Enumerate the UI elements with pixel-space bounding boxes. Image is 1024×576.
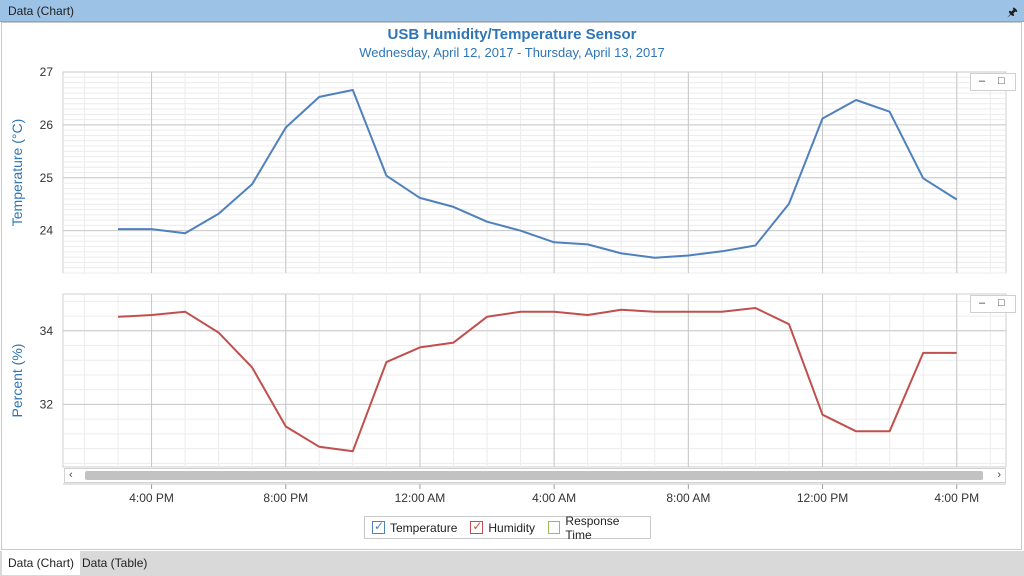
x-tick-label: 4:00 PM <box>129 491 174 505</box>
tab-data-chart[interactable]: Data (Chart) <box>2 551 81 575</box>
maximize-icon[interactable]: □ <box>998 75 1005 87</box>
scrollbar-thumb[interactable] <box>85 471 983 480</box>
checkbox-humidity[interactable]: ✓ <box>470 519 484 534</box>
series-line-humidity <box>117 307 957 453</box>
legend-item-humidity[interactable]: ✓ Humidity <box>470 519 536 535</box>
pin-icon[interactable]: 🖈 <box>1006 5 1018 19</box>
chart-svg: USB Humidity/Temperature Sensor Wednesday… <box>9 26 1007 505</box>
y-tick-label: 27 <box>40 65 54 79</box>
x-tick-label: 8:00 PM <box>263 491 308 505</box>
minimize-icon[interactable]: – <box>979 75 986 87</box>
checkmark-icon: ✓ <box>472 519 483 533</box>
legend-item-response-time[interactable]: Response Time <box>548 514 644 542</box>
y-tick-label: 26 <box>40 118 54 132</box>
series-line-temperature <box>118 89 958 259</box>
maximize-icon[interactable]: □ <box>998 297 1005 309</box>
chart-frame <box>1 22 1022 550</box>
tab-bar: Data (Chart) Data (Table) <box>0 551 1024 576</box>
temperature-panel: 24 25 26 27 Temperature (°C) <box>9 65 1007 274</box>
humidity-panel: 32 34 Percent (%) <box>9 293 1007 468</box>
y-tick-label: 25 <box>40 171 54 185</box>
panel-titlebar: Data (Chart) 🖈 <box>0 0 1024 22</box>
x-tick-label: 8:00 AM <box>666 491 710 505</box>
checkbox-temperature[interactable]: ✓ <box>372 519 385 534</box>
y-tick-label: 34 <box>40 324 54 338</box>
chart-title: USB Humidity/Temperature Sensor <box>388 26 637 43</box>
checkmark-icon: ✓ <box>374 519 385 533</box>
legend-label: Humidity <box>488 520 536 535</box>
panel-title: Data (Chart) <box>8 4 75 18</box>
y-tick-label: 32 <box>40 397 54 411</box>
scroll-right-icon[interactable]: › <box>997 469 1001 481</box>
y-axis-label: Percent (%) <box>9 344 25 418</box>
y-axis-label: Temperature (°C) <box>9 119 25 227</box>
y-tick-label: 24 <box>40 224 54 238</box>
chart-subtitle: Wednesday, April 12, 2017 - Thursday, Ap… <box>359 45 664 60</box>
panel1-window-buttons: – □ <box>970 73 1016 91</box>
legend-item-temperature[interactable]: ✓ Temperature <box>372 519 458 535</box>
legend-label: Response Time <box>565 513 620 542</box>
x-tick-label: 4:00 PM <box>934 491 979 505</box>
legend-label: Temperature <box>390 520 458 535</box>
tab-data-table[interactable]: Data (Table) <box>82 556 148 570</box>
checkbox-response-time[interactable] <box>548 521 561 534</box>
panel2-window-buttons: – □ <box>970 295 1016 313</box>
plot-area <box>62 293 1007 468</box>
x-tick-label: 12:00 PM <box>797 491 848 505</box>
horizontal-scrollbar[interactable]: ‹ › <box>64 468 1006 483</box>
scroll-left-icon[interactable]: ‹ <box>69 469 73 481</box>
x-tick-label: 4:00 AM <box>532 491 576 505</box>
minimize-icon[interactable]: – <box>979 297 986 309</box>
x-tick-label: 12:00 AM <box>395 491 446 505</box>
chart-legend: ✓ Temperature ✓ Humidity Response Time <box>364 514 651 542</box>
